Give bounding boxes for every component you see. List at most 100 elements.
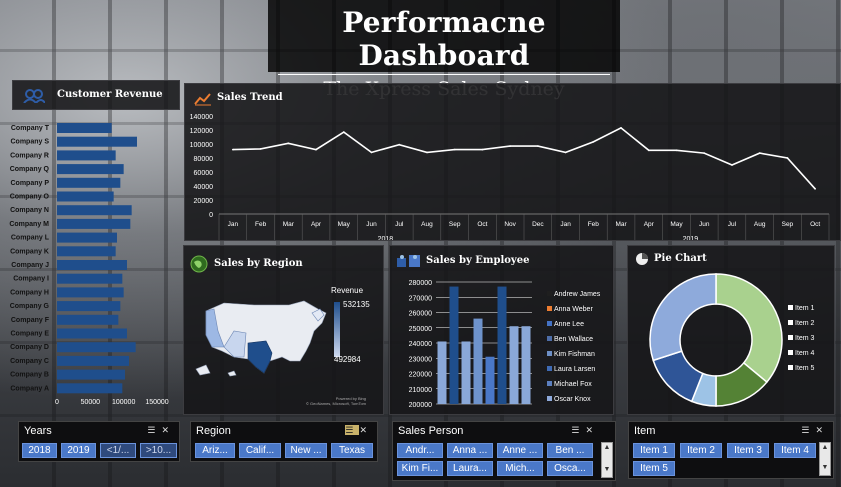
- y-tick-label: 140000: [190, 114, 213, 121]
- pie-chart-title: Pie Chart: [654, 253, 707, 264]
- sales-person-slicer-item[interactable]: Ben ...: [547, 443, 593, 458]
- sales-person-slicer-item[interactable]: Kim Fi...: [397, 461, 443, 476]
- customer-revenue-chart: Company T Company S Company R Company Q Comp…: [9, 123, 169, 406]
- item-slicer-item[interactable]: Item 2: [680, 443, 722, 458]
- legend-label: Item 1: [795, 305, 815, 312]
- legend-swatch: [547, 396, 552, 401]
- sales-trend-chart: 0 20000 40000 60000 80000 100000 120000 140000 J…: [190, 114, 830, 240]
- sales-person-slicer-title: Sales Person: [398, 425, 464, 437]
- revenue-legend-min: 492984: [334, 355, 361, 364]
- employee-sales-bar: [437, 341, 447, 404]
- sales-trend-point: [758, 152, 761, 154]
- customer-label: Company C: [10, 358, 49, 365]
- years-slicer-item[interactable]: <1/...: [100, 443, 136, 458]
- customer-label: Company E: [10, 331, 49, 338]
- sales-person-slicer: Sales Person ☰✕ Andr... Anna ... Anne ..…: [392, 421, 616, 481]
- pie-slice: [649, 273, 717, 362]
- pie-chart-panel: Pie Chart Item 1 Item 2 Item 3 Item 4 Item 5: [627, 245, 835, 415]
- month-label: May: [338, 221, 351, 228]
- sales-trend-point: [453, 148, 456, 151]
- region-slicer-item[interactable]: Texas: [331, 443, 373, 458]
- multiselect-icon[interactable]: ☰: [571, 425, 586, 435]
- legend-label: Kim Fishman: [554, 351, 595, 358]
- sales-trend-point: [509, 145, 511, 147]
- item-slicer-item[interactable]: Item 5: [633, 461, 675, 476]
- customer-label: Company L: [11, 235, 50, 242]
- region-slicer-item[interactable]: New ...: [285, 443, 327, 458]
- sales-person-slicer-item[interactable]: Andr...: [397, 443, 443, 458]
- y-tick-label: 80000: [194, 156, 214, 163]
- sales-trend-point: [786, 157, 789, 159]
- y-tick-label: 250000: [409, 326, 432, 333]
- employee-sales-bar: [473, 318, 483, 404]
- y-tick-label: 270000: [409, 295, 432, 302]
- month-label: Apr: [644, 221, 655, 228]
- multiselect-icon[interactable]: ☰: [801, 425, 816, 435]
- customer-revenue-bar: [57, 205, 132, 216]
- month-label: Feb: [255, 221, 267, 228]
- sales-trend-point: [342, 131, 345, 133]
- item-slicer-item[interactable]: Item 3: [727, 443, 769, 458]
- y-tick-label: 40000: [194, 184, 214, 191]
- multiselect-icon[interactable]: ☰: [147, 425, 162, 435]
- sales-person-slicer-item[interactable]: Anne ...: [497, 443, 543, 458]
- employee-sales-bar: [485, 356, 495, 404]
- sales-trend-point: [675, 149, 678, 152]
- month-label: Mar: [615, 221, 627, 228]
- sales-trend-point: [232, 148, 234, 151]
- clear-filter-icon[interactable]: ✕: [815, 425, 829, 435]
- sales-person-slicer-item[interactable]: Osca...: [547, 461, 593, 476]
- sales-trend-panel: Sales Trend 0 20000 40000 60000 80000 100000 1…: [184, 83, 841, 241]
- sales-person-slicer-item[interactable]: Anna ...: [447, 443, 493, 458]
- sales-trend-point: [259, 148, 262, 150]
- globe-icon: [190, 255, 208, 273]
- years-slicer-item[interactable]: >10...: [140, 443, 177, 458]
- clear-filter-icon[interactable]: ✕: [585, 425, 599, 435]
- x-tick-label: 150000: [145, 399, 168, 406]
- sales-person-scrollbar[interactable]: ▲ ▼: [601, 442, 613, 478]
- sales-trend-point: [370, 151, 373, 154]
- item-scrollbar[interactable]: ▲ ▼: [819, 442, 831, 476]
- sales-trend-point: [647, 149, 650, 152]
- employee-sales-bar: [509, 326, 519, 404]
- region-slicer-item[interactable]: Calif...: [239, 443, 281, 458]
- sales-by-region-title: Sales by Region: [214, 258, 303, 269]
- revenue-legend-title: Revenue: [331, 286, 364, 295]
- sales-trend-point: [620, 127, 622, 129]
- region-slicer-item[interactable]: Ariz...: [195, 443, 235, 458]
- customer-label: Company M: [9, 221, 49, 228]
- years-slicer-item[interactable]: 2019: [61, 443, 96, 458]
- item-slicer-item[interactable]: Item 4: [774, 443, 816, 458]
- customer-revenue-bar: [57, 383, 123, 394]
- customer-revenue-title: Customer Revenue: [57, 89, 163, 100]
- us-map: [195, 300, 327, 377]
- legend-swatch: [547, 351, 552, 356]
- x-tick-label: 50000: [81, 399, 101, 406]
- item-slicer-item[interactable]: Item 1: [633, 443, 675, 458]
- title-divider: [278, 74, 610, 75]
- sales-trend-point: [537, 145, 539, 147]
- sales-trend-point: [592, 141, 595, 143]
- sales-trend-point: [814, 187, 816, 190]
- sales-by-region-panel: Sales by Region Revenue 532135 492984 Po…: [183, 245, 384, 415]
- customer-revenue-bar: [57, 177, 121, 188]
- y-tick-label: 0: [209, 212, 213, 219]
- slicer-controls: ☰✕: [147, 425, 175, 436]
- slicer-controls: ☰✕: [345, 425, 373, 436]
- clear-filter-icon[interactable]: ✕: [161, 425, 175, 435]
- trend-icon: [194, 93, 211, 106]
- sales-trend-point: [426, 151, 428, 154]
- sales-person-slicer-item[interactable]: Mich...: [497, 461, 543, 476]
- customer-label: Company Q: [10, 166, 50, 173]
- sales-person-slicer-item[interactable]: Laura...: [447, 461, 493, 476]
- employee-sales-bar: [461, 341, 471, 404]
- y-tick-label: 100000: [190, 142, 213, 149]
- employee-sales-bar: [521, 326, 531, 404]
- month-label: Feb: [588, 221, 600, 228]
- month-label: Sep: [782, 221, 794, 228]
- clear-filter-icon[interactable]: ✕: [359, 425, 373, 435]
- multiselect-icon[interactable]: ☰: [345, 425, 360, 435]
- legend-label: Laura Larsen: [554, 366, 595, 373]
- legend-swatch: [547, 336, 552, 341]
- years-slicer-item[interactable]: 2018: [22, 443, 57, 458]
